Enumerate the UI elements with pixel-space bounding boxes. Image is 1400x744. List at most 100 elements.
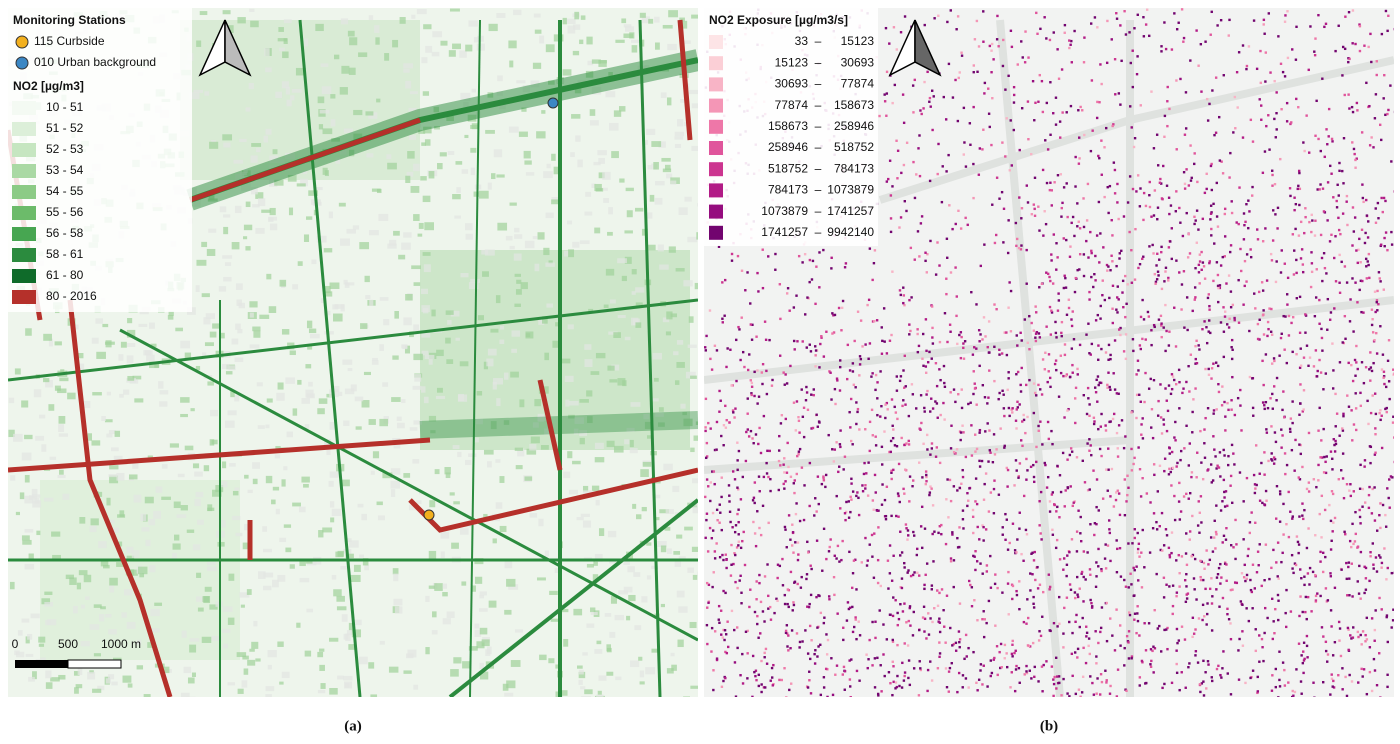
building <box>92 689 101 693</box>
exposure-dot <box>1227 672 1229 674</box>
exposure-dot <box>1191 471 1193 473</box>
exposure-dot <box>1286 362 1288 364</box>
exposure-dot <box>886 92 888 94</box>
building <box>549 591 558 595</box>
building <box>27 634 32 640</box>
exposure-dot <box>890 194 892 196</box>
exposure-dot <box>1299 332 1301 334</box>
exposure-dot <box>762 610 764 612</box>
exposure-dot <box>1015 420 1017 422</box>
exposure-dot <box>1171 451 1173 453</box>
building <box>604 305 609 308</box>
exposure-dot <box>931 327 933 329</box>
exposure-dot <box>869 450 871 452</box>
exposure-dot <box>1111 38 1113 40</box>
building <box>534 14 541 18</box>
building <box>607 366 614 371</box>
building <box>567 221 572 225</box>
exposure-dot <box>831 312 833 314</box>
exposure-dot <box>1082 676 1084 678</box>
exposure-dot <box>1123 215 1125 217</box>
exposure-dot <box>1140 495 1142 497</box>
exposure-dot <box>834 674 836 676</box>
exposure-dot <box>974 38 976 40</box>
exposure-dot <box>808 603 810 605</box>
building <box>186 697 195 704</box>
exposure-dot <box>1331 138 1333 140</box>
exposure-dot <box>1314 534 1316 536</box>
exposure-dot <box>1069 583 1071 585</box>
exposure-dot <box>1195 650 1197 652</box>
exposure-dot <box>1206 188 1208 190</box>
exposure-dot <box>1314 220 1316 222</box>
exposure-dot <box>1348 594 1350 596</box>
building <box>626 616 630 620</box>
building <box>595 696 605 704</box>
exposure-dot <box>839 389 841 391</box>
building <box>680 404 685 409</box>
exposure-dot <box>970 424 972 426</box>
exposure-dot <box>1280 337 1282 339</box>
exposure-dot <box>890 231 892 233</box>
building <box>9 398 14 403</box>
building <box>149 565 155 572</box>
exposure-dot <box>1068 551 1070 553</box>
exposure-dot <box>746 677 748 679</box>
building <box>670 181 676 185</box>
exposure-dot <box>1238 638 1240 640</box>
exposure-dot <box>1183 326 1185 328</box>
exposure-dot <box>896 48 898 50</box>
exposure-dot <box>853 340 855 342</box>
exposure-dot <box>1185 425 1187 427</box>
exposure-dot <box>958 672 960 674</box>
exposure-dot <box>1185 552 1187 554</box>
exposure-dot <box>1166 430 1168 432</box>
building <box>320 683 325 689</box>
exposure-dot <box>1189 252 1191 254</box>
exposure-dot <box>1383 547 1385 549</box>
exposure-dot <box>908 299 910 301</box>
exposure-dot <box>1283 416 1285 418</box>
exposure-dot <box>1376 74 1378 76</box>
exposure-dot <box>1316 268 1318 270</box>
building <box>690 686 698 689</box>
exposure-dot <box>797 553 799 555</box>
exposure-dot <box>1140 401 1142 403</box>
building <box>581 696 591 703</box>
exposure-dot <box>981 338 983 340</box>
exposure-dot <box>1168 585 1170 587</box>
exposure-dot <box>1133 595 1135 597</box>
building <box>319 398 328 404</box>
exposure-dot <box>1163 470 1165 472</box>
exposure-dot <box>1313 697 1315 699</box>
exposure-dot <box>908 659 910 661</box>
exposure-dot <box>761 383 763 385</box>
exposure-dot <box>1006 389 1008 391</box>
exposure-dot <box>1387 360 1389 362</box>
exposure-dot <box>1175 649 1177 651</box>
exposure-dot <box>982 572 984 574</box>
building <box>401 243 411 250</box>
exposure-dot <box>1374 669 1376 671</box>
building <box>329 481 334 487</box>
exposure-dot <box>1121 291 1123 293</box>
exposure-dot <box>1102 279 1104 281</box>
exposure-dot <box>1338 639 1340 641</box>
exposure-dot <box>1022 56 1024 58</box>
exposure-dot <box>738 579 740 581</box>
building <box>504 693 513 697</box>
exposure-dot <box>783 487 785 489</box>
exposure-dot <box>849 511 851 513</box>
exposure-dot <box>1134 613 1136 615</box>
exposure-dot <box>1196 209 1198 211</box>
building <box>496 174 504 177</box>
exposure-dot <box>992 58 994 60</box>
exposure-dot <box>952 96 954 98</box>
exposure-dot <box>825 474 827 476</box>
exposure-dot <box>847 601 849 603</box>
exposure-dot <box>805 386 807 388</box>
exposure-dot <box>1007 571 1009 573</box>
building <box>369 15 373 20</box>
exposure-dot <box>1268 578 1270 580</box>
exposure-dot <box>805 578 807 580</box>
